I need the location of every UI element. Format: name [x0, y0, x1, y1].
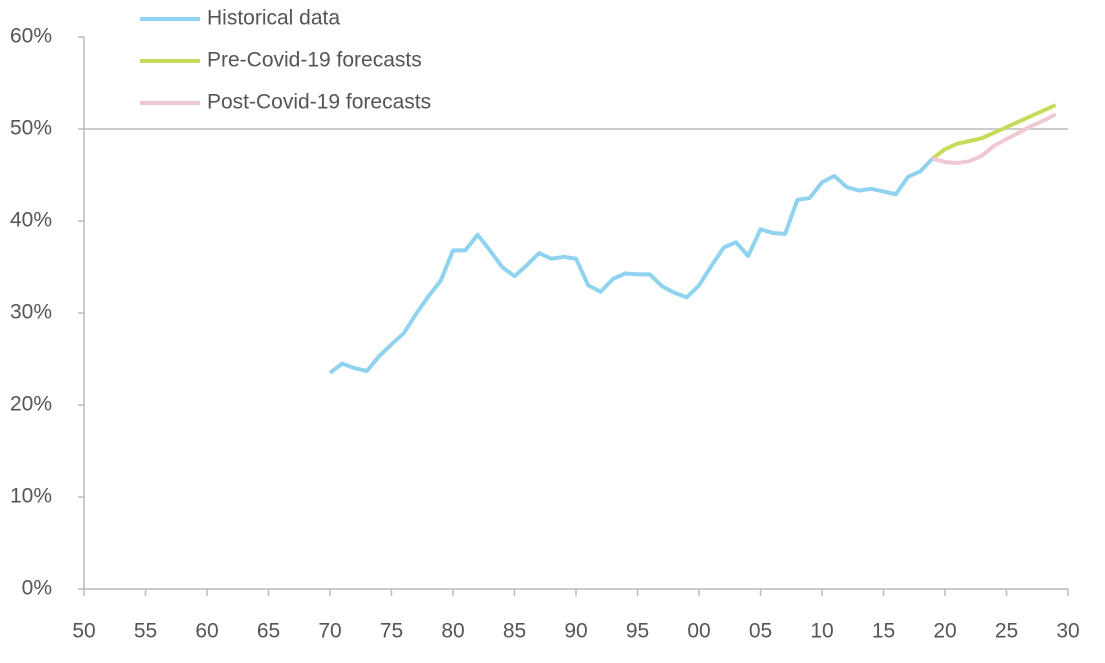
series-line [932, 112, 1057, 165]
x-tick-label: 50 [72, 620, 95, 643]
y-tick-label: 50% [10, 117, 52, 140]
x-tick-label: 20 [933, 620, 956, 643]
x-tick-label: 80 [441, 620, 464, 643]
y-tick-label: 40% [10, 209, 52, 232]
series-line [328, 157, 935, 375]
y-tick-label: 60% [10, 25, 52, 48]
x-tick-label: 95 [626, 620, 649, 643]
y-tick-label: 0% [22, 577, 52, 600]
x-tick-label: 70 [318, 620, 341, 643]
x-tick-label: 60 [195, 620, 218, 643]
x-tick-label: 90 [564, 620, 587, 643]
x-tick-label: 55 [134, 620, 157, 643]
legend-label: Post-Covid-19 forecasts [207, 91, 431, 114]
x-tick-label: 65 [257, 620, 280, 643]
x-tick-label: 85 [503, 620, 526, 643]
y-tick-label: 20% [10, 393, 52, 416]
legend-label: Historical data [207, 7, 340, 30]
legend-label: Pre-Covid-19 forecasts [207, 49, 422, 72]
x-tick-label: 05 [749, 620, 772, 643]
x-tick-label: 15 [872, 620, 895, 643]
x-tick-label: 75 [380, 620, 403, 643]
x-tick-label: 30 [1056, 620, 1079, 643]
x-tick-label: 25 [995, 620, 1018, 643]
y-tick-label: 10% [10, 485, 52, 508]
y-tick-label: 30% [10, 301, 52, 324]
x-tick-label: 10 [810, 620, 833, 643]
x-tick-label: 00 [687, 620, 710, 643]
series-line [931, 103, 1057, 161]
